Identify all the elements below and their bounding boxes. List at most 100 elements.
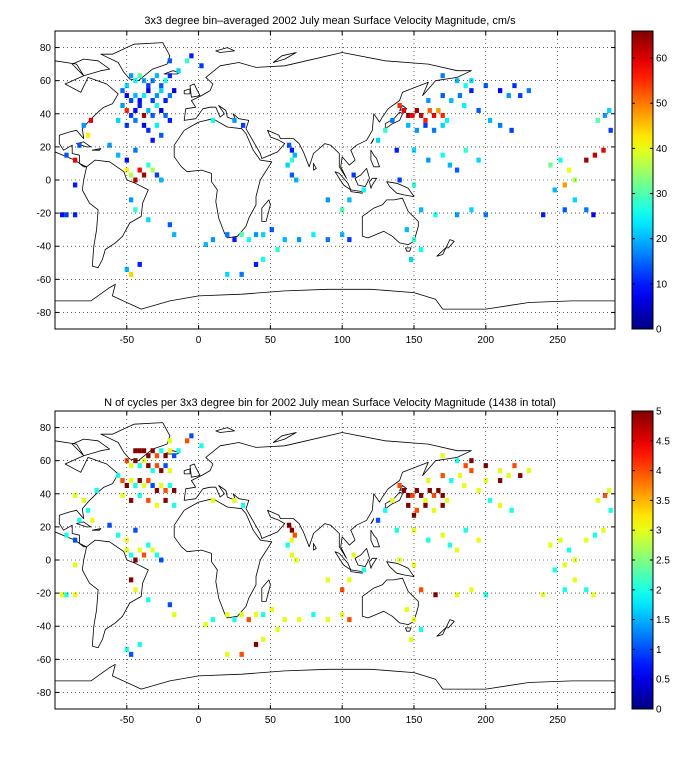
x-tick-label: 0 [196, 335, 202, 346]
data-cell [77, 517, 82, 523]
data-cell [64, 212, 69, 218]
data-cell [199, 443, 204, 449]
data-cell [483, 463, 488, 469]
data-cell [483, 212, 488, 218]
landmass-ireland [183, 468, 191, 475]
colorbar-tick-label: 30 [656, 189, 668, 200]
data-cell [449, 478, 454, 484]
data-cell [427, 107, 432, 113]
data-cell [390, 117, 395, 123]
data-cell [124, 537, 129, 543]
data-cell [159, 132, 164, 138]
colorbar-gradient [631, 410, 654, 710]
data-cell [558, 537, 563, 543]
data-cell [311, 612, 316, 618]
colorbar-tick-label: 3 [656, 526, 662, 537]
data-cell [137, 492, 142, 498]
landmass-sulawesi [369, 557, 378, 569]
data-cell [137, 73, 142, 79]
data-cell [427, 487, 432, 493]
data-cell [595, 117, 600, 123]
data-cell [602, 492, 608, 498]
data-cell [269, 607, 274, 613]
y-tick-label: 0 [45, 556, 51, 567]
grid-lines [55, 411, 615, 709]
data-cell [107, 522, 112, 528]
data-cell [397, 483, 402, 488]
data-cell [285, 542, 290, 548]
data-cell [133, 207, 138, 213]
data-cell [469, 207, 474, 213]
data-cell [340, 612, 345, 618]
data-cell [210, 617, 216, 623]
landmass-eurasia [183, 52, 472, 179]
data-cell [289, 147, 295, 153]
data-cell [509, 507, 514, 513]
data-cell [116, 532, 121, 538]
data-cell [411, 182, 417, 188]
data-cell [146, 83, 151, 89]
landmass-sumatra [334, 171, 352, 191]
data-cell [150, 78, 155, 84]
data-cell [128, 463, 134, 469]
colorbar-tick-label: 3.5 [656, 496, 670, 507]
data-cell [311, 232, 316, 238]
landmass-africa [173, 118, 273, 239]
data-cell [347, 237, 352, 243]
data-cell [141, 78, 147, 84]
data-cell [77, 142, 82, 148]
data-cell [440, 453, 445, 459]
data-cell [447, 162, 453, 168]
landmass-svalbard [215, 47, 235, 53]
data-cell [172, 88, 177, 94]
data-cell [128, 197, 134, 203]
landmass-hispaniola [91, 528, 102, 531]
data-cell [483, 83, 488, 89]
data-cell [167, 468, 173, 474]
y-tick-label: 80 [40, 423, 52, 434]
data-cell [261, 612, 266, 618]
data-cell [440, 473, 445, 479]
data-cell [172, 487, 177, 493]
data-cell [608, 127, 613, 133]
landmass-tasmania [404, 247, 412, 252]
data-cell [394, 527, 399, 533]
data-cell [282, 617, 287, 623]
colorbar-tick-label: 20 [656, 234, 668, 245]
data-cell [562, 587, 567, 593]
data-cell [167, 73, 173, 79]
landmass-taiwan [370, 518, 375, 524]
data-cell [261, 232, 266, 238]
data-cell [141, 448, 147, 454]
data-cell [85, 507, 91, 513]
data-cell [476, 487, 481, 493]
data-cell [246, 237, 251, 243]
data-cell [325, 237, 330, 243]
coastline-map [55, 422, 615, 709]
data-cell [133, 107, 138, 113]
data-cell [591, 212, 596, 218]
data-cell [146, 463, 151, 469]
data-cell [146, 453, 151, 459]
data-cell [133, 527, 138, 533]
data-cell [163, 497, 168, 503]
data-cell [240, 122, 246, 128]
landmass-taiwan [370, 138, 375, 145]
data-cell [146, 542, 151, 548]
data-cell [159, 448, 164, 454]
data-cell [351, 552, 356, 558]
data-cell [572, 177, 577, 183]
data-cell [128, 271, 134, 277]
chart-title: N of cycles per 3x3 degree bin for 2002 … [104, 397, 556, 409]
landmass-ireland [183, 88, 191, 95]
data-cell [154, 463, 160, 469]
data-cell [141, 483, 147, 488]
data-cell [210, 237, 216, 243]
landmass-svalbard [215, 427, 235, 433]
data-cell [184, 58, 190, 64]
data-cell [225, 232, 230, 238]
data-cell [88, 117, 94, 123]
data-cell [176, 68, 181, 74]
data-cell [128, 552, 134, 558]
data-cell [128, 172, 134, 178]
